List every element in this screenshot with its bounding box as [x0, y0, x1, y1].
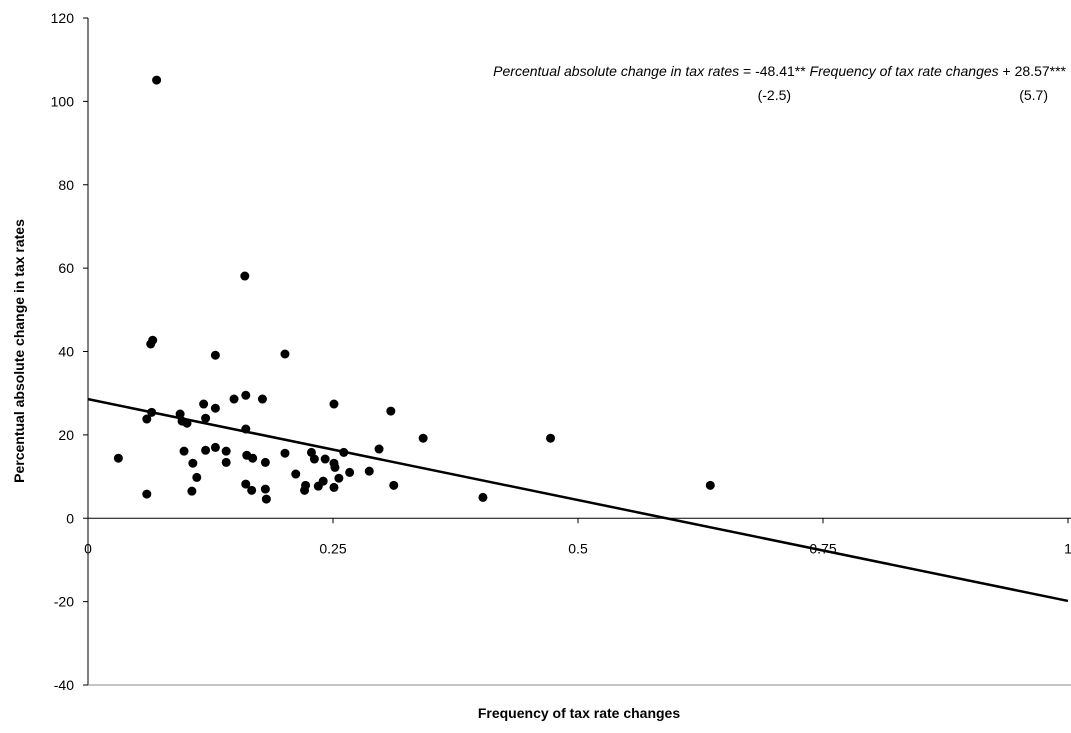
point: [142, 489, 152, 499]
y-tick-label: -40: [54, 677, 74, 693]
point: [210, 442, 220, 452]
point: [201, 445, 211, 455]
point: [318, 476, 328, 486]
y-tick-label: 80: [58, 177, 74, 193]
point: [386, 406, 396, 416]
point: [142, 414, 152, 424]
annotation-stat: (5.7): [1019, 87, 1048, 103]
point: [260, 457, 270, 467]
equation-part: Percentual absolute change in tax rates: [493, 63, 739, 79]
point: [241, 424, 251, 434]
point: [182, 418, 192, 428]
x-tick-label: 0.25: [319, 540, 346, 556]
point: [241, 479, 251, 489]
point: [345, 467, 355, 477]
equation-part: Frequency of tax rate changes: [810, 63, 999, 79]
point: [280, 448, 290, 458]
point: [221, 457, 231, 467]
y-tick-label: -20: [54, 594, 74, 610]
point: [705, 480, 715, 490]
y-axis-title: Percentual absolute change in tax rates: [11, 219, 27, 483]
point: [364, 466, 374, 476]
point: [192, 472, 202, 482]
point: [478, 492, 488, 502]
point: [257, 394, 267, 404]
point: [334, 473, 344, 483]
point: [339, 447, 349, 457]
point: [210, 350, 220, 360]
annotation-stat: (-2.5): [758, 87, 791, 103]
point: [188, 458, 198, 468]
y-tick-label: 60: [58, 260, 74, 276]
y-tick-label: 100: [51, 93, 75, 109]
equation-part: = -48.41**: [739, 63, 809, 79]
point: [329, 399, 339, 409]
x-tick-label: 1: [1064, 540, 1071, 556]
point: [247, 485, 257, 495]
point: [261, 494, 271, 504]
point: [241, 390, 251, 400]
y-tick-label: 40: [58, 344, 74, 360]
point: [146, 339, 156, 349]
point: [147, 407, 157, 417]
point: [199, 399, 209, 409]
point: [179, 446, 189, 456]
point: [389, 480, 399, 490]
point: [374, 444, 384, 454]
point: [175, 409, 185, 419]
point: [210, 403, 220, 413]
x-tick-label: 0.5: [568, 540, 588, 556]
point: [152, 75, 162, 85]
point: [240, 271, 250, 281]
point: [221, 446, 231, 456]
trend-line: [87, 397, 1069, 603]
equation-part: + 28.57***: [999, 63, 1067, 79]
x-tick-label: 0: [84, 540, 92, 556]
point: [187, 486, 197, 496]
equation: Percentual absolute change in tax rates …: [493, 63, 1066, 79]
point: [320, 454, 330, 464]
point: [309, 454, 319, 464]
point: [201, 413, 211, 423]
x-axis-title: Frequency of tax rate changes: [478, 705, 681, 721]
y-tick-label: 120: [51, 10, 75, 26]
y-tick-label: 20: [58, 427, 74, 443]
y-tick-label: 0: [66, 510, 74, 526]
point: [113, 453, 123, 463]
point: [330, 462, 340, 472]
point: [329, 482, 339, 492]
point: [229, 394, 239, 404]
point: [248, 453, 258, 463]
point: [418, 433, 428, 443]
point: [291, 469, 301, 479]
point: [301, 480, 311, 490]
point: [280, 349, 290, 359]
point: [260, 484, 270, 494]
point: [546, 433, 556, 443]
